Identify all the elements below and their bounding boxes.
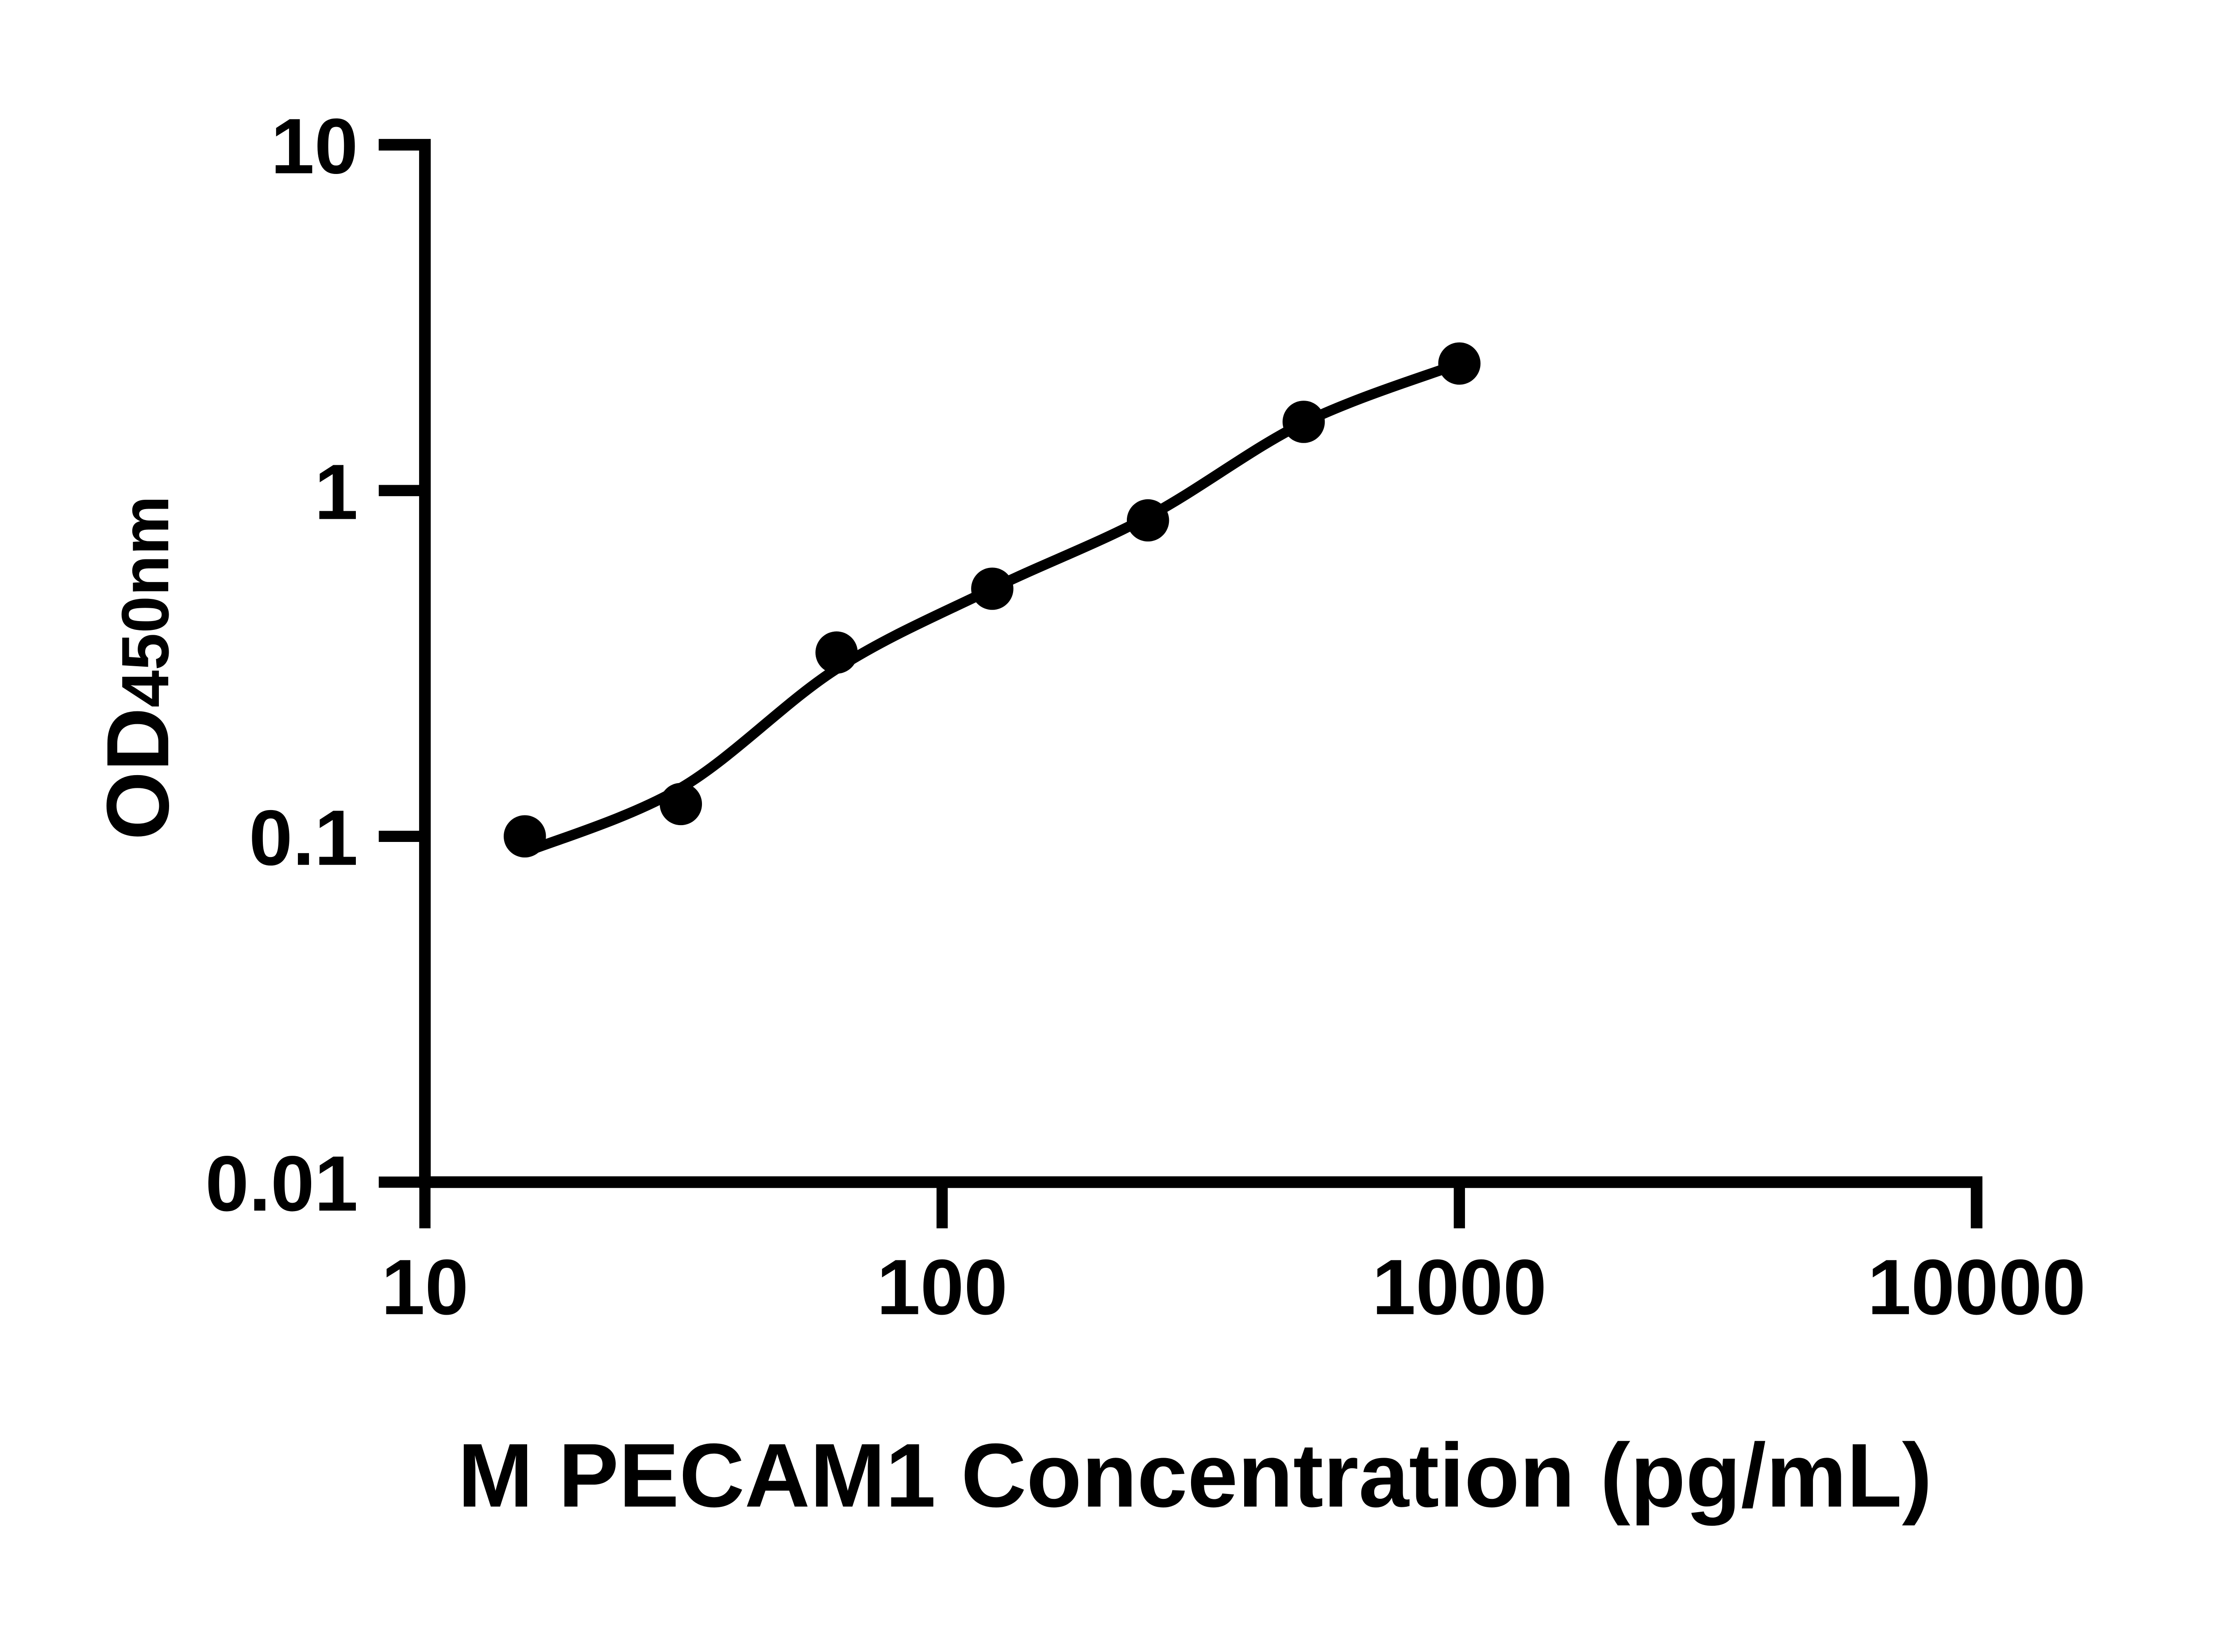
data-point-marker: [1438, 342, 1481, 385]
x-axis-title: M PECAM1 Concentration (pg/mL): [458, 1425, 1932, 1526]
data-point-marker: [815, 631, 858, 674]
data-series: [504, 342, 1481, 858]
x-tick-label: 10000: [1867, 1243, 2086, 1331]
y-tick-label: 0.1: [249, 794, 358, 882]
y-axis-title: OD450nm: [89, 496, 187, 840]
x-tick-label: 10: [381, 1243, 468, 1331]
x-tick-label: 1000: [1372, 1243, 1547, 1331]
x-tick-label: 100: [877, 1243, 1008, 1331]
y-tick-label: 1: [314, 448, 358, 536]
data-point-marker: [971, 567, 1014, 610]
axis-ticks: [378, 139, 1982, 1228]
data-point-marker: [659, 783, 702, 826]
data-point-marker: [1282, 401, 1325, 443]
axis-tick-labels: 10 1 0.1 0.01 10 100 1000 10000: [205, 102, 2086, 1331]
elisa-standard-curve-chart: 10 1 0.1 0.01 10 100 1000 10000 M PECAM1 Concen…: [0, 0, 2213, 1610]
data-point-marker: [1126, 499, 1169, 542]
y-tick-label: 0.01: [205, 1139, 358, 1227]
y-tick-label: 10: [271, 102, 358, 190]
y-axis-title-sub: 450nm: [108, 496, 183, 708]
y-axis-title-main: OD: [89, 707, 187, 840]
chart-background: [0, 0, 2213, 1610]
data-point-marker: [504, 815, 546, 858]
